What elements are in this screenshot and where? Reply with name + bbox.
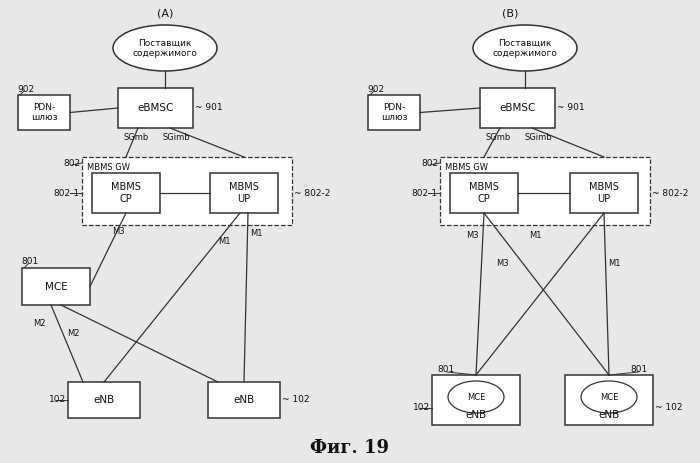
Text: M1: M1 <box>250 229 262 238</box>
Text: PDN-
шлюз: PDN- шлюз <box>381 103 407 122</box>
Bar <box>208 382 280 418</box>
Text: ~ 901: ~ 901 <box>195 104 223 113</box>
Text: ~ 802-2: ~ 802-2 <box>294 188 330 198</box>
Text: M3: M3 <box>466 231 478 239</box>
Text: M1: M1 <box>218 237 230 245</box>
Text: 902: 902 <box>17 85 34 94</box>
Text: (B): (B) <box>502 8 518 18</box>
Bar <box>432 375 520 425</box>
Text: ~ 102: ~ 102 <box>282 395 309 405</box>
Ellipse shape <box>473 25 577 71</box>
Bar <box>82 157 292 225</box>
Text: eNB: eNB <box>93 395 115 405</box>
Text: M1: M1 <box>528 231 541 239</box>
Text: MBMS
CP: MBMS CP <box>111 182 141 204</box>
Text: Фиг. 19: Фиг. 19 <box>311 439 389 457</box>
Text: 801: 801 <box>21 257 38 267</box>
Text: MBMS GW: MBMS GW <box>445 163 488 172</box>
Bar <box>480 88 555 128</box>
Text: ~ 102: ~ 102 <box>655 403 682 413</box>
Text: (A): (A) <box>157 8 173 18</box>
Ellipse shape <box>113 25 217 71</box>
Ellipse shape <box>581 381 637 413</box>
Text: 802-1: 802-1 <box>54 188 80 198</box>
Bar <box>570 173 638 213</box>
Text: eBMSC: eBMSC <box>499 103 536 113</box>
Text: ~ 802-2: ~ 802-2 <box>652 188 688 198</box>
Bar <box>92 173 160 213</box>
Text: MCE: MCE <box>45 282 67 292</box>
Text: MBMS
UP: MBMS UP <box>229 182 259 204</box>
Text: 102: 102 <box>413 403 430 413</box>
Text: M1: M1 <box>608 258 620 268</box>
Text: 102: 102 <box>49 395 66 405</box>
Text: eNB: eNB <box>466 410 486 420</box>
Text: M2: M2 <box>66 329 79 338</box>
Text: eNB: eNB <box>233 395 255 405</box>
Bar <box>450 173 518 213</box>
Text: SGmb: SGmb <box>485 132 510 142</box>
Text: 802: 802 <box>63 158 80 168</box>
Text: 802-1: 802-1 <box>412 188 438 198</box>
Text: SGimb: SGimb <box>162 132 190 142</box>
Bar <box>68 382 140 418</box>
Text: 801: 801 <box>437 365 454 375</box>
Text: 902: 902 <box>367 85 384 94</box>
Text: MBMS
CP: MBMS CP <box>469 182 499 204</box>
Text: ~ 901: ~ 901 <box>557 104 584 113</box>
Bar <box>210 173 278 213</box>
Text: Поставщик
содержимого: Поставщик содержимого <box>493 38 557 58</box>
Text: 802: 802 <box>421 158 438 168</box>
Text: MBMS GW: MBMS GW <box>87 163 130 172</box>
Text: PDN-
шлюз: PDN- шлюз <box>31 103 57 122</box>
Text: MCE: MCE <box>467 393 485 401</box>
Text: 801: 801 <box>631 365 648 375</box>
Text: M3: M3 <box>496 258 508 268</box>
Bar <box>118 88 193 128</box>
Text: M3: M3 <box>112 226 125 236</box>
Text: eNB: eNB <box>598 410 620 420</box>
Text: MBMS
UP: MBMS UP <box>589 182 619 204</box>
Bar <box>440 157 650 225</box>
Text: SGmb: SGmb <box>123 132 148 142</box>
Text: M2: M2 <box>33 319 46 327</box>
Ellipse shape <box>448 381 504 413</box>
Text: MCE: MCE <box>600 393 618 401</box>
Text: eBMSC: eBMSC <box>137 103 174 113</box>
Text: SGimb: SGimb <box>524 132 552 142</box>
Bar <box>22 268 90 305</box>
Bar <box>18 95 70 130</box>
Text: Поставщик
содержимого: Поставщик содержимого <box>132 38 197 58</box>
Bar <box>368 95 420 130</box>
Bar <box>565 375 653 425</box>
